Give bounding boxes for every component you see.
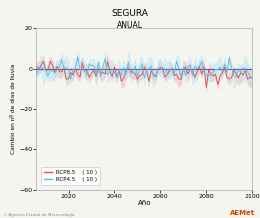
X-axis label: Año: Año bbox=[138, 200, 151, 206]
Text: SEGURA: SEGURA bbox=[112, 9, 148, 18]
Legend: RCP8.5    ( 10 ), RCP4.5    ( 10 ): RCP8.5 ( 10 ), RCP4.5 ( 10 ) bbox=[41, 167, 100, 185]
Text: AEMet: AEMet bbox=[230, 210, 255, 216]
Text: ANUAL: ANUAL bbox=[117, 21, 143, 30]
Text: © Agencia Estatal de Meteorología: © Agencia Estatal de Meteorología bbox=[3, 213, 74, 217]
Y-axis label: Cambio en nº de días de lluvia: Cambio en nº de días de lluvia bbox=[11, 64, 16, 154]
